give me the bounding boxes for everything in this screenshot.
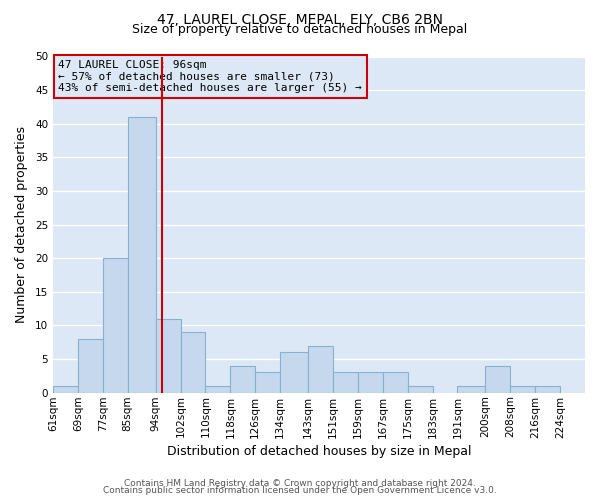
Text: Contains HM Land Registry data © Crown copyright and database right 2024.: Contains HM Land Registry data © Crown c…: [124, 478, 476, 488]
Bar: [156, 318, 181, 392]
Bar: [53, 386, 78, 392]
Text: Size of property relative to detached houses in Mepal: Size of property relative to detached ho…: [133, 22, 467, 36]
Bar: [511, 386, 535, 392]
Bar: [280, 352, 308, 393]
Bar: [333, 372, 358, 392]
Bar: [181, 332, 205, 392]
Bar: [535, 386, 560, 392]
Bar: [457, 386, 485, 392]
Bar: [205, 386, 230, 392]
Text: 47, LAUREL CLOSE, MEPAL, ELY, CB6 2BN: 47, LAUREL CLOSE, MEPAL, ELY, CB6 2BN: [157, 12, 443, 26]
Bar: [308, 346, 333, 393]
Bar: [78, 339, 103, 392]
X-axis label: Distribution of detached houses by size in Mepal: Distribution of detached houses by size …: [167, 444, 471, 458]
Bar: [407, 386, 433, 392]
Bar: [383, 372, 407, 392]
Bar: [103, 258, 128, 392]
Bar: [358, 372, 383, 392]
Y-axis label: Number of detached properties: Number of detached properties: [15, 126, 28, 323]
Bar: [485, 366, 511, 392]
Text: Contains public sector information licensed under the Open Government Licence v3: Contains public sector information licen…: [103, 486, 497, 495]
Bar: [128, 117, 156, 392]
Bar: [230, 366, 255, 392]
Bar: [255, 372, 280, 392]
Text: 47 LAUREL CLOSE: 96sqm
← 57% of detached houses are smaller (73)
43% of semi-det: 47 LAUREL CLOSE: 96sqm ← 57% of detached…: [58, 60, 362, 93]
